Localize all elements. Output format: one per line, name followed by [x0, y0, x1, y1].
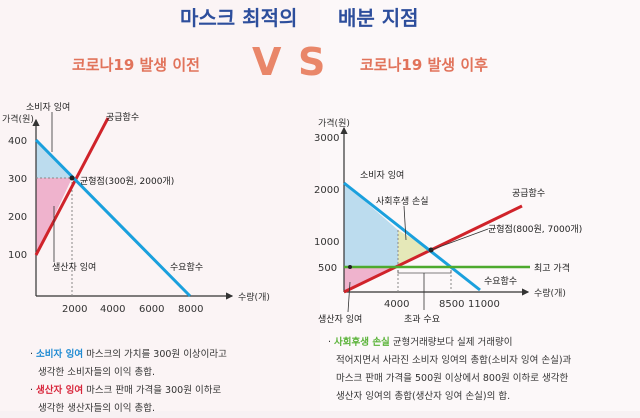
- x-tick-11000: 11000: [468, 299, 500, 310]
- x-axis-label: 수량(개): [534, 287, 566, 299]
- note-consumer-title: 소비자 잉여: [36, 349, 84, 360]
- consumer-surplus-label: 소비자 잉여: [26, 101, 70, 113]
- subtitle-after: 코로나19 발생 이후: [360, 56, 488, 74]
- x-tick-8500: 8500: [439, 299, 464, 310]
- consumer-surplus-label: 소비자 잉여: [360, 169, 404, 181]
- consumer-surplus-area: [344, 183, 398, 267]
- supply-label: 공급함수: [106, 112, 139, 123]
- price-cap-label: 최고 가격: [534, 262, 570, 274]
- note-consumer-text: 마스크의 가치를 300원 이상이라고: [83, 349, 227, 360]
- notes-after: · 사회후생 손실 균형거래량보다 실제 거래량이 적어지면서 사라진 소비자 …: [328, 334, 638, 406]
- note-deadweight-line-4: 생산자 잉여의 총합(생산자 잉여 손실)의 합.: [336, 391, 511, 402]
- y-axis-label: 가격(원): [318, 117, 350, 129]
- y-tick-3000: 3000: [314, 133, 339, 144]
- demand-label: 수요함수: [484, 276, 517, 287]
- x-axis-label: 수량(개): [238, 291, 270, 303]
- y-tick-100: 100: [8, 250, 27, 261]
- equilibrium-label: 균형점(800원, 7000개): [488, 223, 582, 235]
- y-axis-label: 가격(원): [2, 113, 34, 125]
- deadweight-callout: [403, 205, 407, 241]
- x-tick-6000: 6000: [139, 304, 164, 315]
- supply-label: 공급함수: [512, 188, 545, 199]
- y-tick-2000: 2000: [314, 185, 339, 196]
- vs-letter-s: S: [298, 40, 326, 84]
- note-producer-title: 생산자 잉여: [36, 385, 84, 396]
- vs-letter-v: V: [252, 40, 282, 84]
- note-consumer: · 소비자 잉여 마스크의 가치를 300원 이상이라고: [30, 349, 227, 360]
- y-tick-200: 200: [8, 212, 27, 223]
- demand-line: [343, 181, 481, 292]
- demand-line: [34, 138, 192, 298]
- x-tick-4000: 4000: [100, 304, 125, 315]
- equilibrium-callout: [430, 228, 489, 251]
- y-tick-1000: 1000: [314, 237, 339, 248]
- price-cap-start: [348, 265, 352, 269]
- chart-after: 가격(원) 수량(개) 3000 2000 1000 500 4000 8500…: [314, 117, 582, 325]
- note-consumer-cont: 생각한 소비자들의 이익 총합.: [38, 367, 155, 378]
- x-tick-4000: 4000: [384, 299, 409, 310]
- producer-surplus-label: 생산자 잉여: [52, 261, 96, 273]
- y-tick-400: 400: [8, 136, 27, 147]
- producer-callout: [347, 281, 351, 313]
- note-producer-cont: 생각한 생산자들의 이익 총합.: [38, 403, 155, 414]
- note-deadweight-line-3: 마스크 판매 가격을 500원 이상에서 800원 이하로 생각한: [336, 373, 569, 384]
- demand-label: 수요함수: [170, 262, 203, 273]
- supply-line: [34, 117, 110, 256]
- note-deadweight-line-2: 적어지면서 사라진 소비자 잉여의 총합(소비자 잉여 손실)과: [336, 355, 572, 366]
- x-tick-8000: 8000: [178, 304, 203, 315]
- note-producer: · 생산자 잉여 마스크 판매 가격을 300원 이하로: [30, 385, 222, 396]
- equilibrium-label: 균형점(300원, 2000개): [80, 175, 174, 187]
- producer-surplus-label: 생산자 잉여: [318, 313, 362, 325]
- notes-before: · 소비자 잉여 마스크의 가치를 300원 이상이라고 생각한 소비자들의 이…: [30, 346, 320, 418]
- note-deadweight-title: 사회후생 손실: [334, 337, 390, 348]
- x-tick-2000: 2000: [62, 304, 87, 315]
- y-tick-500: 500: [318, 263, 337, 274]
- title-left: 마스크 최적의: [180, 6, 298, 30]
- excess-demand-label: 초과 수요: [404, 314, 440, 325]
- note-deadweight-line-1: 균형거래량보다 실제 거래량이: [389, 337, 513, 348]
- y-tick-300: 300: [8, 174, 27, 185]
- title-right: 배분 지점: [338, 6, 419, 30]
- note-producer-text: 마스크 판매 가격을 300원 이하로: [83, 385, 222, 396]
- excess-demand-bracket: [397, 270, 452, 274]
- deadweight-loss-label: 사회후생 손실: [376, 196, 429, 207]
- chart-before: 가격(원) 수량(개) 400 300 200 100 2000 4000 60…: [2, 101, 270, 315]
- equilibrium-point: [69, 175, 75, 181]
- note-deadweight: · 사회후생 손실 균형거래량보다 실제 거래량이: [328, 337, 513, 348]
- subtitle-before: 코로나19 발생 이전: [72, 56, 200, 74]
